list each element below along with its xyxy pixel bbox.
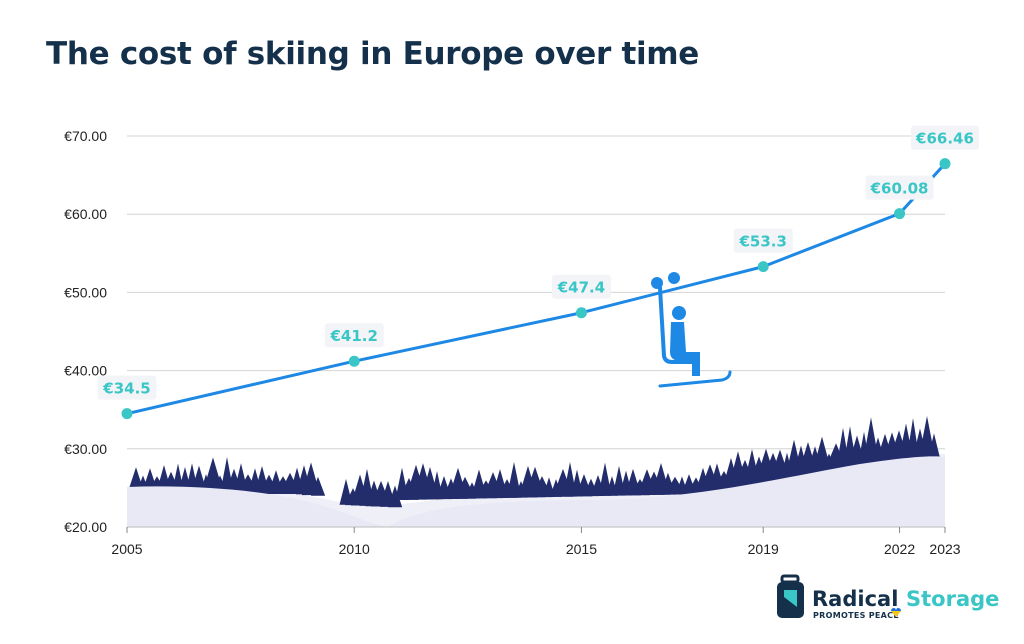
series-line [121,158,951,420]
data-label-box [865,175,934,200]
pine-tree [927,433,941,462]
data-point [939,158,951,170]
y-tick-label: €30.00 [64,441,107,457]
ukraine-heart-icon [891,608,901,617]
pine-tree [598,462,612,496]
x-tick-label: 2022 [884,541,915,557]
y-tick-label: €50.00 [64,284,107,300]
data-point [894,208,906,220]
data-point [348,355,360,367]
y-tick-label: €70.00 [64,128,107,144]
brand-tagline: PROMOTES PEACE [813,611,899,620]
snow-hill-front [127,486,388,527]
data-point [121,408,133,420]
chart-title: The cost of skiing in Europe over time [46,36,700,72]
data-label: €34.5 [102,380,150,398]
x-tick-label: 2010 [339,541,370,557]
brand-name-part1: Radical [812,587,898,611]
data-label-box [324,323,384,348]
x-tick-label: 2005 [111,541,142,557]
gridlines [127,135,945,450]
pine-tree [310,476,326,496]
data-label-box [733,228,793,253]
x-tick-label: 2023 [929,541,960,557]
pine-tree [387,485,403,508]
data-point [757,261,769,273]
x-tick-label: 2015 [566,541,597,557]
axes: €20.00 €30.00 €40.00 €50.00 €60.00 €70.00 2005… [64,128,961,557]
snowy-forest-landscape [127,415,945,527]
data-label: €47.4 [557,279,605,297]
data-label: €41.2 [329,327,377,345]
pine-tree [506,462,522,498]
data-label-box [911,125,979,150]
data-point [575,307,587,319]
luggage-icon [777,574,804,618]
y-tick-label: €60.00 [64,206,107,222]
series-polyline [126,162,947,416]
data-labels: €34.5 €41.2 €47.4 €53.3 €60.08 €66.46 [97,125,979,400]
brand-logo: Radical Storage PROMOTES PEACE [777,574,999,620]
snow-hill-front-right [388,456,945,527]
data-label: €66.46 [915,130,974,148]
data-label: €53.3 [738,233,786,251]
data-label-box [97,375,157,400]
x-tick-label: 2019 [748,541,779,557]
ski-lift-chair-icon [651,272,732,388]
y-tick-label: €20.00 [64,519,107,535]
brand-name-part2: Storage [906,587,999,611]
y-tick-label: €40.00 [64,363,107,379]
data-label: €60.08 [870,180,929,198]
data-label-box [551,274,611,299]
